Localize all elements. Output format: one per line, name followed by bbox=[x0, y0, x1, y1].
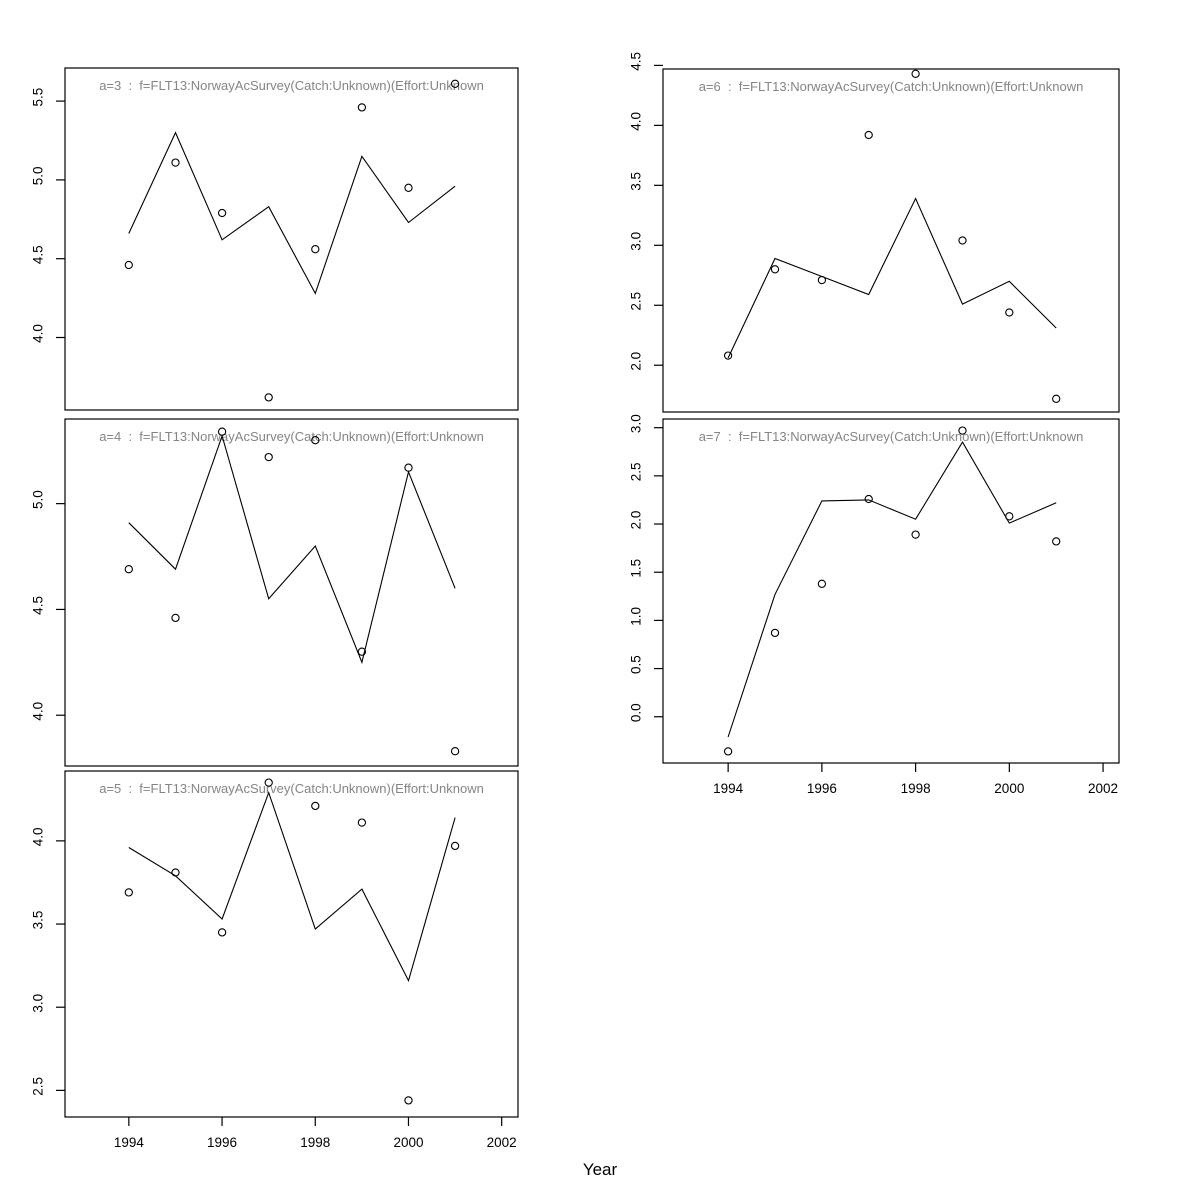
fitted-line bbox=[128, 131, 456, 295]
observed-point bbox=[450, 841, 460, 851]
y-tick-label: 2.5 bbox=[629, 462, 644, 481]
observed-point bbox=[357, 818, 367, 827]
observed-point bbox=[264, 778, 273, 787]
observed-point bbox=[911, 530, 920, 539]
y-tick-label: 4.0 bbox=[31, 827, 46, 846]
y-tick-label: 2.0 bbox=[629, 511, 644, 530]
panel-a7: 0.0 0.5 1.0 1.5 2.0 2.5 3.0 1994 1996 1998 2000 200… bbox=[629, 414, 1120, 796]
observed-point bbox=[770, 628, 780, 638]
x-tick-label: 2000 bbox=[393, 1135, 423, 1150]
observed-point bbox=[171, 868, 180, 877]
observed-point bbox=[1005, 308, 1014, 317]
panel-title: a=7 : f=FLT13:NorwayAcSurvey(Catch:Unkno… bbox=[699, 429, 1084, 444]
y-tick-label: 2.0 bbox=[629, 352, 644, 371]
observed-point bbox=[171, 613, 180, 623]
observed-point bbox=[311, 436, 320, 445]
observed-point bbox=[1052, 394, 1061, 403]
x-tick-label: 1996 bbox=[207, 1135, 237, 1150]
x-tick-label: 2000 bbox=[994, 781, 1024, 796]
y-tick-label: 3.5 bbox=[31, 911, 46, 930]
y-tick-label: 2.5 bbox=[629, 292, 644, 311]
panel-border bbox=[662, 418, 1120, 764]
y-tick-label: 4.5 bbox=[31, 245, 46, 264]
y-tick-label: 5.0 bbox=[31, 490, 46, 509]
x-tick-label: 2002 bbox=[1088, 781, 1118, 796]
y-tick-label: 0.5 bbox=[629, 655, 644, 674]
observed-point bbox=[723, 747, 733, 756]
panel-title: a=3 : f=FLT13:NorwayAcSurvey(Catch:Unkno… bbox=[99, 78, 484, 93]
observed-point bbox=[357, 647, 367, 656]
y-tick-label: 4.0 bbox=[31, 702, 46, 721]
y-tick-label: 4.0 bbox=[31, 324, 46, 343]
panel-border bbox=[64, 770, 519, 1118]
y-tick-label: 5.0 bbox=[31, 167, 46, 186]
observed-point bbox=[864, 494, 873, 504]
observed-point bbox=[404, 1096, 413, 1105]
x-tick-label: 1998 bbox=[300, 1135, 330, 1150]
observed-point bbox=[723, 351, 733, 360]
observed-point bbox=[311, 245, 320, 254]
observed-point bbox=[450, 747, 460, 756]
y-tick-label: 3.0 bbox=[629, 232, 644, 251]
observed-point bbox=[911, 69, 920, 78]
panel-border bbox=[662, 68, 1120, 413]
x-tick-label: 2002 bbox=[487, 1135, 517, 1150]
panel-a5: 2.5 3.0 3.5 4.0 1994 1996 1998 2000 2002 a=5 : f=… bbox=[31, 770, 519, 1150]
panel-a4: 4.0 4.5 5.0 a=4 : f=FLT13:NorwayAcSurvey(Ca… bbox=[31, 418, 519, 767]
observed-point bbox=[450, 79, 460, 88]
y-tick-label: 3.5 bbox=[629, 172, 644, 191]
x-tick-label: 1996 bbox=[807, 781, 837, 796]
observed-point bbox=[124, 888, 133, 897]
panel-border bbox=[64, 418, 519, 767]
y-tick-label: 1.5 bbox=[629, 559, 644, 578]
y-tick-label: 2.5 bbox=[31, 1077, 46, 1096]
observed-point bbox=[817, 275, 827, 285]
panel-title: a=4 : f=FLT13:NorwayAcSurvey(Catch:Unkno… bbox=[99, 429, 484, 444]
observed-point bbox=[264, 452, 273, 462]
observed-point bbox=[311, 801, 320, 811]
y-tick-label: 4.0 bbox=[629, 112, 644, 131]
observed-point bbox=[124, 260, 133, 270]
observed-point bbox=[217, 427, 227, 436]
fitted-line bbox=[128, 434, 456, 665]
fitted-line bbox=[727, 441, 1057, 738]
observed-point bbox=[124, 565, 133, 574]
y-tick-label: 3.0 bbox=[629, 414, 644, 433]
y-tick-label: 3.0 bbox=[31, 994, 46, 1013]
x-axis-title: Year bbox=[582, 1160, 618, 1179]
x-tick-label: 1994 bbox=[713, 781, 744, 796]
observed-point bbox=[864, 130, 873, 140]
panel-a6: 2.0 2.5 3.0 3.5 4.0 4.5 a=6 : f=FLT13:NorwayAc… bbox=[629, 52, 1120, 413]
panel-title: a=6 : f=FLT13:NorwayAcSurvey(Catch:Unkno… bbox=[699, 79, 1084, 94]
x-tick-label: 1994 bbox=[114, 1135, 145, 1150]
panel-a3: 4.0 4.5 5.0 5.5 a=3 : f=FLT13:NorwayAcSurvey… bbox=[31, 67, 519, 411]
y-tick-label: 0.0 bbox=[629, 703, 644, 722]
observed-point bbox=[770, 265, 780, 274]
panel-title: a=5 : f=FLT13:NorwayAcSurvey(Catch:Unkno… bbox=[99, 781, 484, 796]
observed-point bbox=[958, 426, 967, 435]
fitted-line bbox=[727, 197, 1057, 359]
observed-point bbox=[171, 158, 180, 167]
observed-point bbox=[1052, 537, 1061, 546]
observed-point bbox=[217, 208, 227, 218]
fitted-line bbox=[128, 790, 456, 983]
observed-point bbox=[1005, 512, 1014, 521]
panel-border bbox=[64, 67, 519, 411]
observed-point bbox=[357, 103, 367, 112]
observed-point bbox=[264, 393, 273, 402]
observed-point bbox=[404, 183, 413, 192]
y-tick-label: 5.5 bbox=[31, 88, 46, 107]
y-tick-label: 4.5 bbox=[31, 596, 46, 615]
observed-point bbox=[958, 236, 967, 245]
x-tick-label: 1998 bbox=[901, 781, 931, 796]
y-tick-label: 4.5 bbox=[629, 52, 644, 71]
observed-point bbox=[404, 463, 413, 472]
observed-point bbox=[217, 928, 227, 937]
y-tick-label: 1.0 bbox=[629, 607, 644, 626]
observed-point bbox=[817, 579, 827, 588]
